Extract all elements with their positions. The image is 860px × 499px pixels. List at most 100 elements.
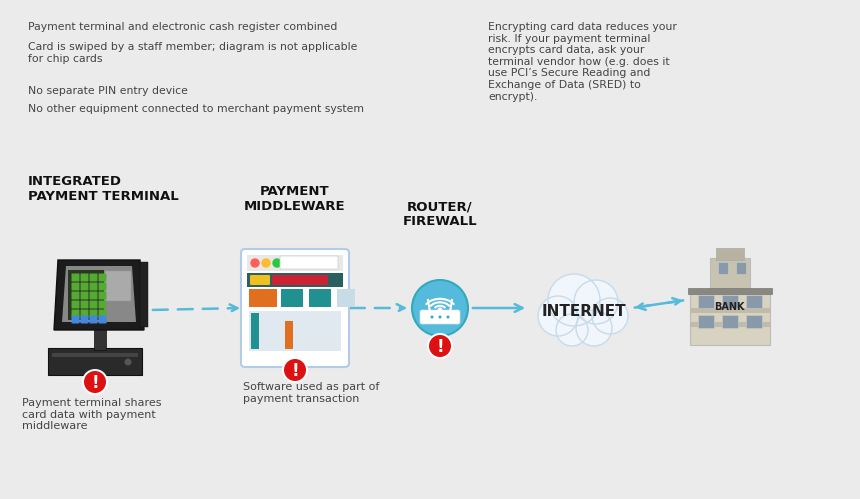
FancyBboxPatch shape [89,300,97,308]
Text: BANK: BANK [714,302,745,312]
FancyBboxPatch shape [698,315,714,328]
FancyBboxPatch shape [249,289,277,307]
FancyBboxPatch shape [688,288,772,294]
FancyBboxPatch shape [71,309,79,317]
Circle shape [84,371,106,393]
FancyBboxPatch shape [89,309,97,317]
FancyBboxPatch shape [89,315,97,323]
Polygon shape [62,266,136,322]
Text: PAYMENT
MIDDLEWARE: PAYMENT MIDDLEWARE [244,185,346,213]
FancyBboxPatch shape [89,282,97,290]
Text: No other equipment connected to merchant payment system: No other equipment connected to merchant… [28,104,364,114]
Circle shape [431,315,433,318]
FancyBboxPatch shape [722,315,738,328]
FancyBboxPatch shape [746,295,762,308]
FancyBboxPatch shape [71,300,79,308]
Text: !: ! [292,361,298,380]
Circle shape [538,296,578,336]
Text: !: ! [91,373,99,392]
FancyBboxPatch shape [722,295,738,308]
Text: !: ! [436,337,444,355]
FancyBboxPatch shape [309,289,331,307]
FancyBboxPatch shape [71,273,79,281]
Circle shape [427,333,453,359]
FancyBboxPatch shape [68,270,104,320]
FancyBboxPatch shape [314,275,328,285]
FancyBboxPatch shape [99,309,107,317]
Circle shape [273,259,281,267]
FancyBboxPatch shape [81,291,89,299]
FancyBboxPatch shape [140,262,148,327]
FancyBboxPatch shape [690,308,770,313]
Circle shape [438,307,443,312]
Circle shape [439,315,441,318]
Text: Payment terminal and electronic cash register combined: Payment terminal and electronic cash reg… [28,22,337,32]
Circle shape [429,335,451,357]
FancyBboxPatch shape [241,249,349,367]
Polygon shape [54,260,144,330]
FancyBboxPatch shape [286,275,300,285]
FancyBboxPatch shape [81,309,89,317]
FancyBboxPatch shape [99,315,107,323]
FancyBboxPatch shape [99,282,107,290]
Circle shape [570,302,598,330]
Circle shape [125,358,132,365]
Circle shape [548,274,600,326]
Text: No separate PIN entry device: No separate PIN entry device [28,86,187,96]
Text: Payment terminal shares
card data with payment
middleware: Payment terminal shares card data with p… [22,398,162,431]
Polygon shape [48,348,142,375]
FancyBboxPatch shape [420,310,460,324]
FancyBboxPatch shape [81,282,89,290]
FancyBboxPatch shape [736,262,746,274]
FancyBboxPatch shape [247,255,343,271]
FancyBboxPatch shape [247,273,343,287]
FancyBboxPatch shape [280,256,338,269]
FancyBboxPatch shape [99,273,107,281]
Text: ROUTER/
FIREWALL: ROUTER/ FIREWALL [402,200,477,228]
FancyBboxPatch shape [300,275,314,285]
Circle shape [82,369,108,395]
Circle shape [282,357,308,383]
Text: INTERNET: INTERNET [542,304,626,319]
Circle shape [592,298,628,334]
FancyBboxPatch shape [250,275,270,285]
FancyBboxPatch shape [337,289,355,307]
FancyBboxPatch shape [71,282,79,290]
FancyBboxPatch shape [285,321,293,349]
FancyBboxPatch shape [746,315,762,328]
FancyBboxPatch shape [710,258,750,292]
FancyBboxPatch shape [52,353,138,357]
Circle shape [576,310,612,346]
Circle shape [412,280,468,336]
FancyBboxPatch shape [89,291,97,299]
Circle shape [574,280,618,324]
Circle shape [262,259,270,267]
FancyBboxPatch shape [249,311,341,351]
FancyBboxPatch shape [105,271,131,301]
Circle shape [251,259,259,267]
Circle shape [284,359,306,381]
FancyBboxPatch shape [690,290,770,345]
FancyBboxPatch shape [71,291,79,299]
FancyBboxPatch shape [698,295,714,308]
FancyBboxPatch shape [251,313,259,349]
FancyBboxPatch shape [71,315,79,323]
FancyBboxPatch shape [81,315,89,323]
FancyBboxPatch shape [272,275,286,285]
Text: Card is swiped by a staff member; diagram is not applicable
for chip cards: Card is swiped by a staff member; diagra… [28,42,358,63]
FancyBboxPatch shape [99,291,107,299]
FancyBboxPatch shape [716,248,744,260]
FancyBboxPatch shape [690,322,770,327]
Circle shape [556,314,588,346]
FancyBboxPatch shape [89,273,97,281]
FancyBboxPatch shape [94,328,106,350]
FancyBboxPatch shape [99,300,107,308]
FancyBboxPatch shape [81,273,89,281]
Text: INTEGRATED
PAYMENT TERMINAL: INTEGRATED PAYMENT TERMINAL [28,175,179,203]
FancyBboxPatch shape [718,262,728,274]
FancyBboxPatch shape [281,289,303,307]
Circle shape [446,315,450,318]
Text: Encrypting card data reduces your
risk. If your payment terminal
encrypts card d: Encrypting card data reduces your risk. … [488,22,677,102]
FancyBboxPatch shape [81,300,89,308]
Text: Software used as part of
payment transaction: Software used as part of payment transac… [243,382,379,404]
